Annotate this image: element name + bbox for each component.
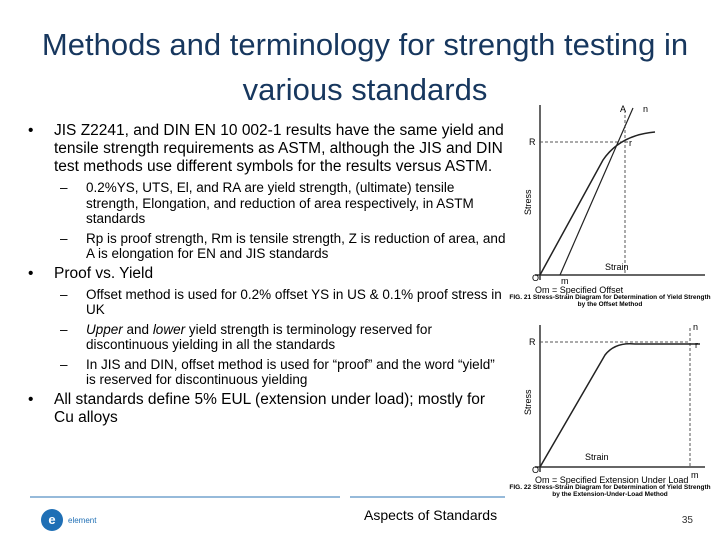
caption: FIG. 22 Stress-Strain Diagram for Determ… [509, 484, 711, 498]
text-segment: 0.2%YS, UTS, El, and RA are yield streng… [86, 180, 474, 226]
label: O [532, 273, 539, 283]
label: n [693, 322, 698, 332]
note: Om = Specified Extension Under Load [535, 475, 688, 485]
note: Om = Specified Offset [535, 285, 624, 295]
sub-bullet: Rp is proof strength, Rm is tensile stre… [28, 231, 506, 262]
figure-offset: A n R r Stress Strain O m Om = Specified… [509, 104, 711, 308]
svg-text:e: e [48, 512, 55, 527]
label: n [643, 104, 648, 114]
slide-title: Methods and terminology for strength tes… [41, 27, 689, 107]
sub-bullet: Upper and lower yield strength is termin… [28, 322, 506, 353]
figure-eul: n R r Stress Strain O m Om = Specified E… [509, 322, 711, 498]
label: O [532, 465, 539, 475]
label: A [620, 104, 626, 114]
text-segment: Upper [86, 321, 123, 337]
label: r [629, 138, 632, 148]
label: r [695, 340, 698, 350]
text-segment: Rp is proof strength, Rm is tensile stre… [86, 230, 506, 262]
axis-label: Stress [523, 389, 533, 415]
label: m [691, 470, 699, 480]
bullet: All standards define 5% EUL (extension u… [28, 391, 506, 427]
page-number: 35 [682, 515, 694, 526]
axis-label: Stress [523, 189, 533, 215]
label: R [529, 137, 536, 147]
caption: FIG. 21 Stress-Strain Diagram for Determ… [509, 294, 711, 308]
axis-label: Strain [585, 452, 609, 462]
text-segment: Offset method is used for 0.2% offset YS… [86, 286, 502, 318]
logo-mark [41, 509, 63, 531]
footer-title: Aspects of Standards [364, 507, 497, 523]
sub-bullet: 0.2%YS, UTS, El, and RA are yield streng… [28, 180, 506, 227]
text-segment: yield strength is terminology reserved f… [86, 321, 432, 353]
sub-bullet: Offset method is used for 0.2% offset YS… [28, 287, 506, 318]
text-segment: In JIS and DIN, offset method is used fo… [86, 356, 495, 388]
text-segment: and [122, 321, 153, 337]
label: m [561, 276, 569, 286]
logo-text: element [68, 516, 97, 525]
bullet-list: JIS Z2241, and DIN EN 10 002-1 results h… [28, 122, 506, 431]
text-segment: lower [152, 321, 186, 337]
axis-label: Strain [605, 262, 629, 272]
label: R [529, 337, 536, 347]
sub-bullet: In JIS and DIN, offset method is used fo… [28, 357, 506, 388]
footer: e element Aspects of Standards 35 [30, 496, 694, 531]
bullet: JIS Z2241, and DIN EN 10 002-1 results h… [28, 122, 506, 176]
bullet: Proof vs. Yield [28, 265, 506, 283]
